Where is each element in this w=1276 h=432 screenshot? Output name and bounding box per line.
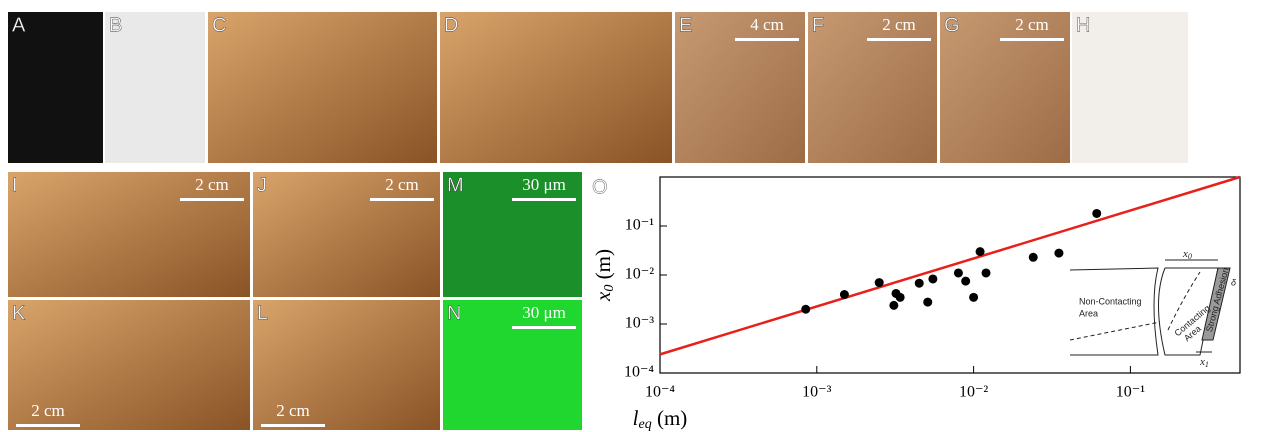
panel-label: C bbox=[212, 14, 226, 36]
photo bbox=[443, 172, 582, 297]
panel-label: F bbox=[812, 14, 824, 36]
data-point bbox=[889, 300, 899, 310]
inset-outline bbox=[1069, 267, 1219, 356]
y-label-sub: 0 bbox=[602, 285, 617, 292]
y-tick-label: 10⁻³ bbox=[625, 315, 654, 332]
panel-label: N bbox=[447, 302, 461, 324]
scale-bar bbox=[1000, 38, 1064, 41]
data-point bbox=[961, 276, 971, 286]
panel-label: A bbox=[12, 14, 26, 36]
inset-label: Area bbox=[1079, 308, 1098, 318]
data-point bbox=[1054, 248, 1064, 258]
panel-label: J bbox=[257, 174, 267, 196]
y-tick-label: 10⁻¹ bbox=[625, 217, 654, 234]
panel-label: K bbox=[12, 302, 26, 324]
y-tick-label: 10⁻⁴ bbox=[624, 364, 654, 381]
data-point bbox=[801, 304, 811, 314]
scale-bar-label: 2 cm bbox=[31, 401, 65, 420]
photo bbox=[440, 12, 672, 163]
scale-bar bbox=[512, 326, 576, 329]
photo bbox=[443, 300, 582, 430]
photo bbox=[940, 12, 1070, 163]
scale-bar bbox=[867, 38, 931, 41]
data-point bbox=[923, 297, 933, 307]
data-point bbox=[1092, 208, 1102, 218]
photo bbox=[8, 12, 103, 163]
panel-label: M bbox=[447, 174, 464, 196]
data-point bbox=[874, 278, 884, 288]
photo-panels: A B C D E 4 cm F 2 cm G 2 cm H I 2 cm J 2 cm M 30 μm K 2 c… bbox=[8, 12, 1188, 430]
scale-bar-label: 2 cm bbox=[276, 401, 310, 420]
scale-bar-label: 4 cm bbox=[750, 15, 784, 34]
photo bbox=[1072, 12, 1188, 163]
panel-label: B bbox=[109, 14, 122, 36]
scale-bar bbox=[180, 198, 244, 201]
strong-adhesion-band bbox=[1201, 267, 1231, 341]
chart: leq (m) x0 (m) O 10⁻⁴ 10⁻³ 10⁻² 10⁻¹10⁻⁴10⁻… bbox=[591, 175, 1241, 432]
photo bbox=[675, 12, 805, 163]
y-label-unit: (m) bbox=[591, 249, 615, 285]
y-tick-label: 10⁻² bbox=[625, 266, 654, 283]
data-point bbox=[895, 292, 905, 302]
symbol-main: x bbox=[1199, 356, 1205, 368]
scale-bar-label: 30 μm bbox=[522, 175, 566, 194]
scale-bar-label: 2 cm bbox=[385, 175, 419, 194]
photo bbox=[208, 12, 437, 163]
scale-bar-label: 30 μm bbox=[522, 303, 566, 322]
scale-bar bbox=[16, 424, 80, 427]
scale-bar-label: 2 cm bbox=[1015, 15, 1049, 34]
data-point bbox=[1028, 252, 1038, 262]
panel-label: E bbox=[679, 14, 692, 36]
x-label-unit: (m) bbox=[652, 406, 688, 430]
photo bbox=[253, 172, 440, 297]
x-label-main: l bbox=[633, 406, 639, 430]
panel-label: L bbox=[257, 302, 268, 324]
data-point bbox=[928, 274, 938, 284]
data-point bbox=[839, 289, 849, 299]
panel-label: H bbox=[1076, 14, 1090, 36]
scale-bar bbox=[261, 424, 325, 427]
scale-bar bbox=[735, 38, 799, 41]
inset-symbol: x0 bbox=[1182, 248, 1192, 261]
panel-label: I bbox=[12, 174, 18, 196]
inset-symbol: x1 bbox=[1199, 356, 1209, 369]
x-axis-label: leq (m) bbox=[633, 406, 688, 432]
data-point bbox=[914, 278, 924, 288]
y-label-main: x bbox=[591, 291, 615, 302]
panel-label: O bbox=[592, 176, 608, 198]
x-tick-label: 10⁻² bbox=[959, 384, 988, 401]
data-point bbox=[981, 268, 991, 278]
scale-bar bbox=[370, 198, 434, 201]
inset-symbol: δ bbox=[1231, 277, 1237, 287]
data-point bbox=[953, 268, 963, 278]
photo bbox=[808, 12, 937, 163]
photo bbox=[253, 300, 440, 430]
scale-bar-label: 2 cm bbox=[882, 15, 916, 34]
data-point bbox=[975, 247, 985, 257]
x-tick-label: 10⁻³ bbox=[802, 384, 831, 401]
photo bbox=[105, 12, 205, 163]
y-axis-label: x0 (m) bbox=[591, 249, 617, 302]
data-point bbox=[969, 292, 979, 302]
x-tick-label: 10⁻¹ bbox=[1116, 384, 1145, 401]
symbol-sub: 0 bbox=[1188, 252, 1192, 261]
inset-label: Non-Contacting bbox=[1079, 296, 1142, 306]
scale-bar-label: 2 cm bbox=[195, 175, 229, 194]
panel-label: D bbox=[444, 14, 458, 36]
symbol-sub: 1 bbox=[1205, 360, 1209, 369]
x-tick-label: 10⁻⁴ bbox=[645, 384, 675, 401]
x-label-sub: eq bbox=[639, 417, 652, 432]
scale-bar bbox=[512, 198, 576, 201]
symbol-main: x bbox=[1182, 248, 1188, 260]
inset-dash bbox=[1069, 271, 1201, 341]
photo bbox=[8, 300, 250, 430]
fit-line bbox=[659, 175, 1241, 356]
photo bbox=[8, 172, 250, 297]
panel-label: G bbox=[944, 14, 960, 36]
